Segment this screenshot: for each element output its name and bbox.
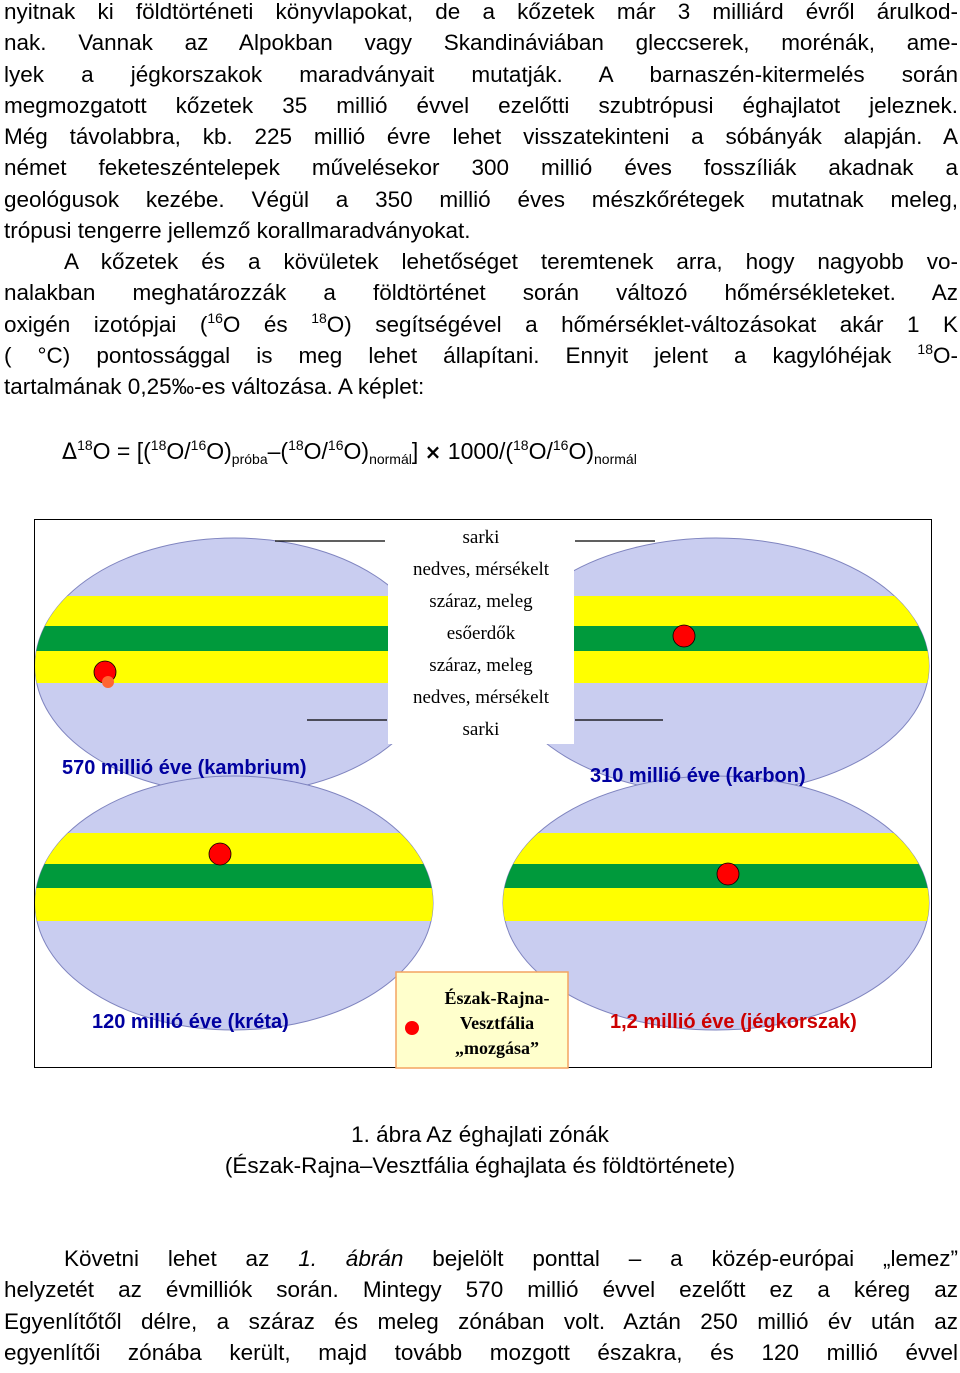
climate-zones-figure: sarki nedves, mérsékelt száraz, meleg es… <box>34 519 932 1069</box>
plate-position-dot-shadow <box>102 676 114 688</box>
globe-kambrium <box>35 537 434 795</box>
zone-labels: sarki nedves, mérsékelt száraz, meleg es… <box>388 522 574 746</box>
climate-zones-diagram <box>35 528 930 1069</box>
intro-line: német feketeszéntelepek művelésekor 300 … <box>4 155 958 181</box>
bottom-paragraph: Követni lehet az 1. ábrán bejelölt pontt… <box>4 1243 958 1368</box>
plate-position-dot <box>672 624 696 648</box>
caption-line: (Észak-Rajna–Vesztfália éghajlata és föl… <box>224 1153 736 1178</box>
plate-position-dot <box>208 842 232 866</box>
bottom-line: Egyenlítőtől délre, a száraz és meleg zó… <box>4 1308 958 1334</box>
delta-symbol: Δ <box>62 440 78 465</box>
period-label-kreta: 120 millió éve (kréta) <box>92 1011 289 1033</box>
caption-line: 1. ábra Az éghajlati zónák <box>351 1122 609 1147</box>
zone-label-panel <box>388 528 574 744</box>
zone-label: esőerdők <box>446 623 516 644</box>
isotope-line: A kőzetek és a kövületek lehetőséget ter… <box>64 249 958 274</box>
period-label-jegkorszak: 1,2 millió éve (jégkorszak) <box>610 1011 857 1033</box>
intro-line: megmozgatott kőzetek 35 millió évvel eze… <box>4 92 958 118</box>
zone-label: nedves, mérsékelt <box>412 559 550 580</box>
zone-label: sarki <box>462 527 500 548</box>
intro-paragraph: nyitnak ki földtörténeti könyvlapokat, d… <box>4 0 958 246</box>
globe-kreta <box>35 775 434 1031</box>
legend-dot <box>405 1021 419 1035</box>
isotope-line: nalakban meghatározzák a földtörténet so… <box>4 280 958 306</box>
intro-line: geológusok kezébe. Végül a 350 millió év… <box>4 186 958 212</box>
zone-label: nedves, mérsékelt <box>412 687 550 708</box>
intro-line: Még távolabbra, kb. 225 millió évre lehe… <box>4 124 958 150</box>
globe-karbon <box>502 537 930 795</box>
bottom-line: egyenlítői zónába került, majd tovább mo… <box>4 1339 958 1365</box>
isotope-line: oxigén izotópjai (16O és 18O) segítségév… <box>4 309 958 337</box>
isotope-line: ( °C) pontossággal is meg lehet állapíta… <box>4 340 958 368</box>
isotope-line: tartalmának 0,25‰-es változása. A képlet… <box>4 374 425 400</box>
isotope-paragraph: A kőzetek és a kövületek lehetőséget ter… <box>4 246 958 402</box>
zone-label: sarki <box>462 719 500 740</box>
intro-line: lyek a jégkorszakok maradványait mutatjá… <box>4 61 958 87</box>
legend-text: Észak-Rajna- Vesztfália „mozgása” <box>444 988 550 1058</box>
plate-position-dot <box>716 862 740 886</box>
period-label-kambrium: 570 millió éve (kambrium) <box>62 757 307 779</box>
period-label-karbon: 310 millió éve (karbon) <box>590 765 806 787</box>
bottom-line: Követni lehet az 1. ábrán bejelölt pontt… <box>64 1246 958 1271</box>
legend-box <box>395 971 569 1069</box>
globe-jegkorszak <box>502 775 930 1031</box>
zone-label: száraz, meleg <box>429 591 533 612</box>
intro-line: nak. Vannak az Alpokban vagy Skandináviá… <box>4 30 958 56</box>
delta-o18-formula: Δ18O = [(18O/16O)próba–(18O/16O)normál] … <box>62 437 637 467</box>
bottom-line: helyzetét az évmilliók során. Mintegy 57… <box>4 1277 958 1303</box>
zone-label: száraz, meleg <box>429 655 533 676</box>
intro-line: nyitnak ki földtörténeti könyvlapokat, d… <box>4 0 958 24</box>
figure-caption: 1. ábra Az éghajlati zónák (Észak-Rajna–… <box>0 1119 960 1181</box>
intro-line: trópusi tengerre jellemző korallmaradván… <box>4 218 471 244</box>
